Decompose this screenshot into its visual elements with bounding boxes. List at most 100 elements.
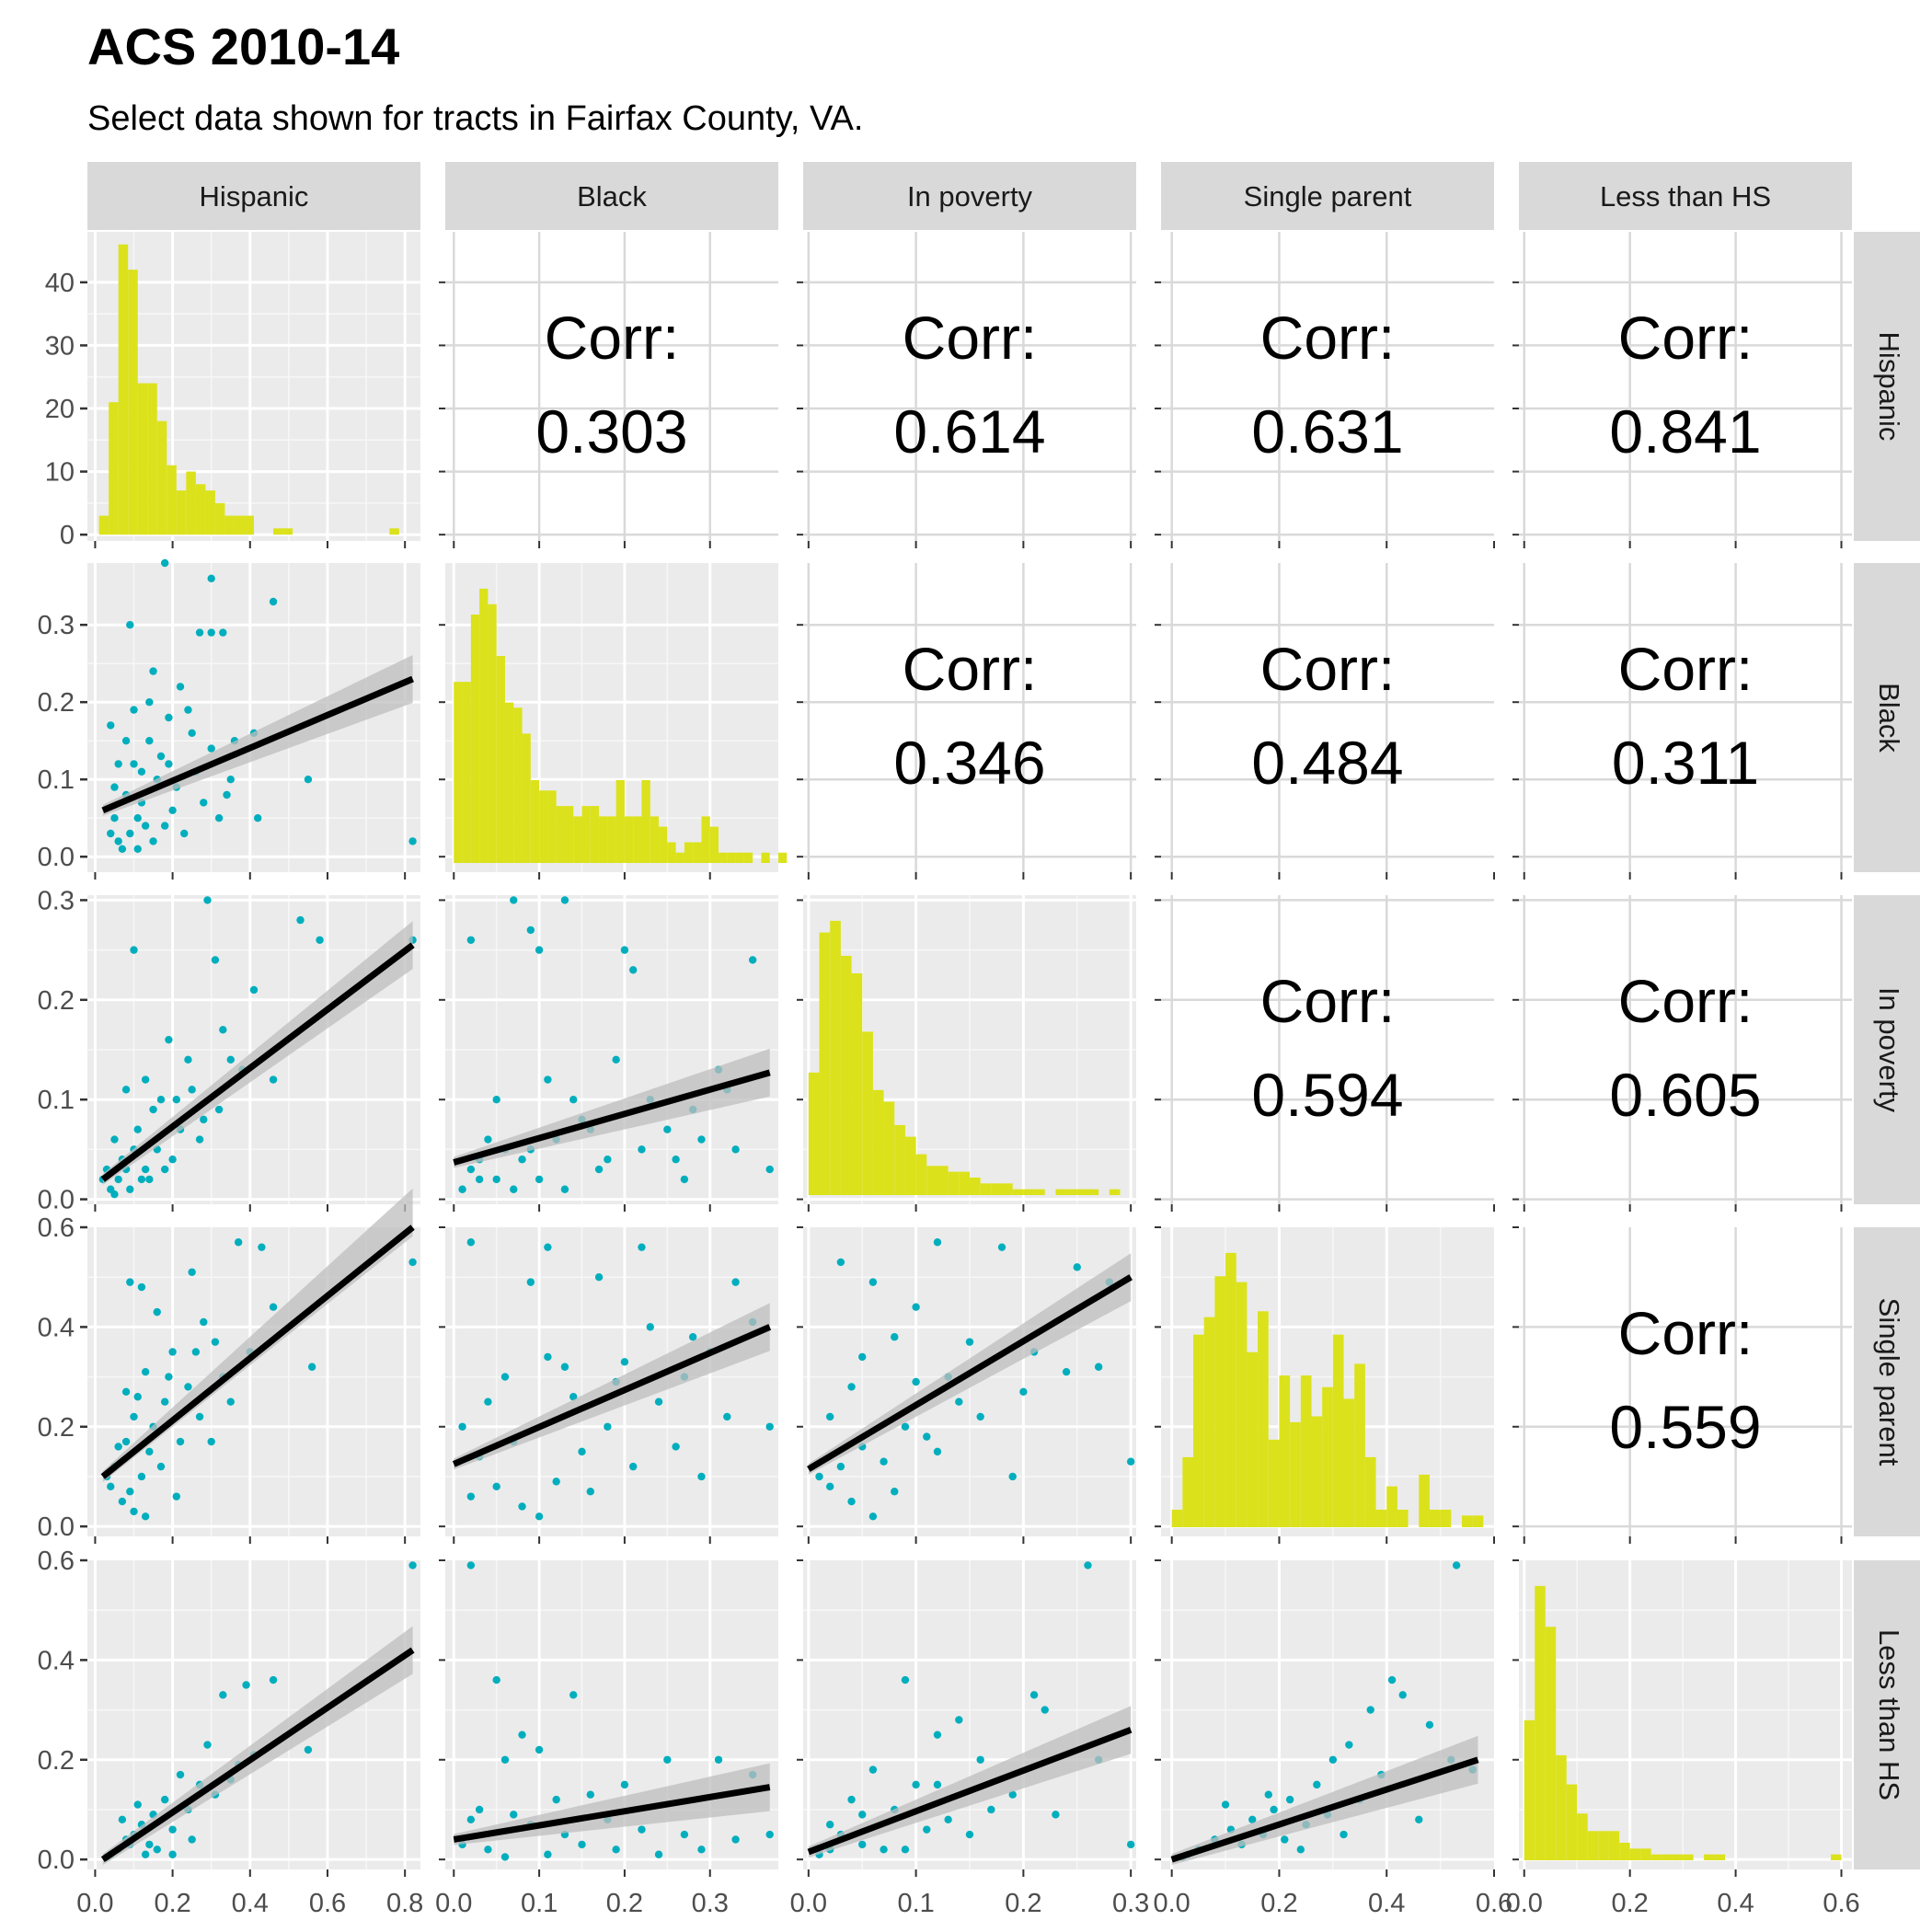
scatter-point [1366,1706,1374,1714]
strip-top-label: Less than HS [1600,180,1771,213]
histogram-bar [590,806,600,863]
histogram-bar [675,852,684,863]
histogram-bar [904,1136,916,1195]
panel-background [87,1560,420,1869]
scatter-point [254,814,262,822]
scatter-point [149,667,157,675]
strip-top-label: In poverty [907,180,1033,213]
scatter-point [133,1125,142,1133]
scatter-point [137,767,146,776]
scatter-point [1398,1691,1407,1699]
scatter-point [1126,1457,1135,1466]
scatter-point [731,1835,740,1844]
histogram-bar [454,682,463,863]
panel-hispanic-in-poverty: Corr: 0.614 [797,232,1136,548]
panel-in-poverty-single-parent: Corr: 0.594 [1155,895,1495,1212]
panel-black-single-parent: Corr: 0.484 [1155,563,1495,880]
panel-in-poverty-hispanic: 0.0 0.1 0.2 0.3 [38,886,420,1215]
histogram-bar [1236,1282,1248,1527]
corr-value: 0.303 [535,397,687,466]
histogram-bar [1182,1456,1194,1527]
strip-right-label: Single parent [1873,1298,1905,1466]
scatter-point [594,1272,604,1282]
scatter-point [688,1333,697,1341]
scatter-point [226,1397,235,1406]
histogram-bar [118,244,129,535]
scatter-point [110,1135,119,1144]
histogram-bar [819,932,831,1195]
x-tick-label: 0.1 [897,1889,934,1918]
scatter-point [165,760,173,768]
histogram-bar [573,816,582,863]
scatter-point [933,1447,942,1456]
scatter-point [165,1373,173,1381]
x-tick-label: 0.0 [1506,1889,1543,1918]
scatter-point [594,1165,604,1174]
fit-line [1170,1756,1479,1863]
y-tick-label: 0.0 [38,1186,75,1215]
scatter-point [200,1317,208,1327]
x-tick-label: 0.6 [1476,1889,1512,1918]
scatter-point [156,1095,166,1104]
scatter-point [858,1352,867,1362]
panel-hispanic-hispanic: 0 10 20 30 40 [45,232,420,550]
scatter-point [160,1165,169,1174]
scatter-point [249,985,259,995]
panel-hispanic-single-parent: Corr: 0.631 [1155,232,1495,548]
scatter-point [955,1716,963,1724]
scatter-point [620,1358,629,1366]
scatter-point [133,1393,142,1401]
scatter-point [475,1805,484,1814]
scatter-point [176,1437,185,1446]
scatter-point [207,628,215,637]
x-tick-label: 0.1 [521,1889,558,1918]
histogram-bar [1279,1375,1291,1527]
y-tick-label: 20 [45,395,75,424]
histogram-bar [970,1177,981,1195]
y-tick-label: 0.4 [38,1646,75,1675]
y-tick-label: 0.0 [38,843,75,872]
fit-line [807,1274,1133,1472]
histogram-bar [1214,1276,1226,1527]
panel-background [87,1227,420,1536]
corr-value: 0.594 [1251,1061,1403,1129]
histogram-bar [937,1166,949,1195]
scatter-point [316,936,324,944]
histogram-bar [743,852,753,863]
histogram-bar [522,733,531,863]
histogram-bar [1429,1509,1441,1527]
histogram-bar [1683,1854,1694,1860]
scatter-point [955,1397,963,1406]
scatter-point [825,1482,834,1491]
scatter-point [1387,1675,1397,1685]
scatter-point [114,1175,122,1184]
scatter-point [107,1482,115,1491]
scatter-point [714,1755,723,1764]
scatter-point [269,1675,278,1685]
x-tick-label: 0.2 [1260,1889,1297,1918]
scatter-point [214,1105,224,1114]
scatter-point [560,896,569,904]
scatter-point [868,1765,878,1774]
histogram-bar [872,1089,884,1195]
scatter-point [130,760,138,768]
panel-less-than-hs-black [439,1559,778,1877]
scatter-point [500,1853,510,1861]
scatter-point [1008,1790,1017,1799]
histogram-bar [735,852,744,863]
histogram-bar [1608,1831,1620,1860]
histogram-bar [167,465,177,535]
scatter-point [110,783,119,791]
scatter-point [858,1840,867,1849]
histogram-bar [1066,1189,1077,1195]
scatter-point [976,1412,984,1421]
histogram-bar [462,682,471,863]
histogram-bar [214,502,225,535]
histogram-bar [1247,1351,1259,1527]
strip-right-black [1854,563,1920,872]
scatter-point [137,1175,146,1184]
histogram-bar [959,1171,970,1195]
scatter-point [168,1850,177,1858]
strip-top-hispanic [87,162,420,230]
histogram-bar [599,816,608,863]
